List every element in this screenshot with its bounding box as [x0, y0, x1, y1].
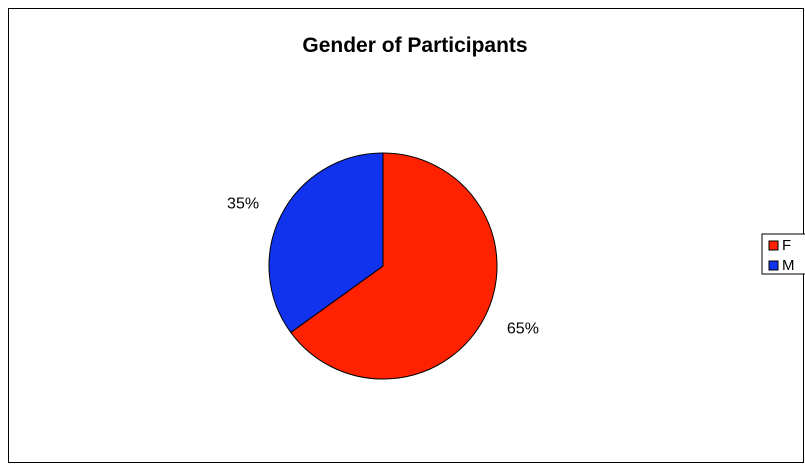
legend-swatch-f	[768, 240, 779, 251]
pie-slice-f	[290, 152, 498, 380]
slice-labels: 65% 35%	[227, 195, 539, 337]
legend-swatch-m	[768, 260, 779, 271]
slice-label-f: 65%	[507, 321, 539, 338]
legend-label-m: M	[782, 257, 795, 274]
pie-slices	[268, 152, 498, 380]
legend: FM	[761, 233, 805, 275]
legend-label-f: F	[782, 237, 791, 254]
pie-slice-m	[268, 152, 384, 334]
chart-title: Gender of Participants	[302, 34, 527, 57]
slice-label-m: 35%	[227, 195, 259, 212]
